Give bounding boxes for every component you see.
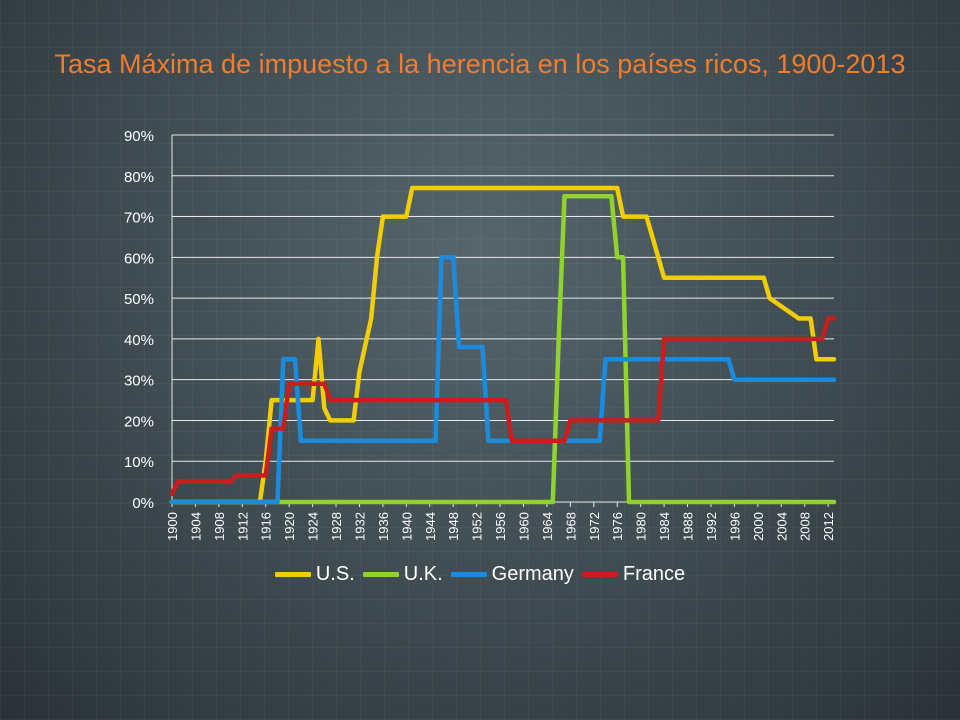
- legend-swatch: [274, 572, 311, 577]
- x-tick-label: 2000: [751, 512, 766, 541]
- x-tick-label: 1980: [634, 512, 649, 541]
- x-tick-label: 1916: [259, 512, 274, 541]
- x-tick-label: 1920: [282, 512, 297, 541]
- legend-swatch: [362, 572, 399, 577]
- series-line-germany: [169, 255, 837, 505]
- x-tick-label: 1924: [306, 512, 321, 541]
- y-tick-label: 80%: [124, 169, 154, 186]
- y-tick-label: 40%: [124, 332, 154, 349]
- x-tick-label: 1968: [563, 512, 578, 541]
- series-line-france: [169, 316, 837, 497]
- y-tick-label: 50%: [124, 291, 154, 308]
- x-tick-label: 1900: [165, 512, 180, 541]
- axes: [171, 135, 834, 507]
- x-tick-label: 1964: [540, 512, 555, 541]
- x-tick-label: 2008: [798, 512, 813, 541]
- legend-swatch: [450, 572, 487, 577]
- chart-legend: U.S. U.K. Germany France: [0, 563, 960, 586]
- chart-title: Tasa Máxima de impuesto a la herencia en…: [54, 49, 906, 79]
- series-lines: [169, 185, 837, 505]
- legend-swatch: [581, 572, 618, 577]
- x-tick-label: 1952: [470, 512, 485, 541]
- x-tick-label: 1944: [423, 512, 438, 541]
- x-tick-label: 1928: [329, 512, 344, 541]
- y-tick-labels: 0% 10% 20% 30% 40% 50% 60% 70% 80% 90%: [124, 128, 154, 512]
- y-tick-label: 70%: [124, 210, 154, 227]
- x-tick-label: 1956: [493, 512, 508, 541]
- x-tick-label: 1984: [657, 512, 672, 541]
- x-tick-label: 1960: [517, 512, 532, 541]
- series-line-u-s: [169, 185, 837, 505]
- x-tick-label: 1972: [587, 512, 602, 541]
- x-tick-label: 1912: [235, 512, 250, 541]
- x-tick-label: 2012: [821, 512, 836, 541]
- x-tick-label: 1936: [376, 512, 391, 541]
- x-tick-label: 1988: [681, 512, 696, 541]
- legend-label: Germany: [491, 563, 574, 585]
- legend-item: U.S.: [274, 563, 355, 586]
- y-tick-label: 0%: [132, 495, 154, 512]
- x-tick-label: 2004: [774, 512, 789, 541]
- legend-item: France: [581, 563, 686, 586]
- x-tick-label: 1948: [446, 512, 461, 541]
- x-tick-label: 1996: [727, 512, 742, 541]
- legend-label: U.K.: [403, 563, 443, 585]
- y-tick-label: 10%: [124, 454, 154, 471]
- y-tick-label: 20%: [124, 413, 154, 430]
- y-tick-label: 90%: [124, 128, 154, 145]
- x-tick-label: 1932: [352, 512, 367, 541]
- series-line-u-k: [169, 193, 837, 505]
- y-tick-label: 30%: [124, 373, 154, 390]
- legend-label: France: [622, 563, 686, 585]
- legend-item: U.K.: [362, 563, 443, 586]
- x-tick-label: 1992: [704, 512, 719, 541]
- x-tick-label: 1940: [399, 512, 414, 541]
- x-tick-label: 1976: [610, 512, 625, 541]
- y-tick-label: 60%: [124, 250, 154, 267]
- legend-label: U.S.: [315, 563, 355, 585]
- x-tick-labels: 1900 1904 1908 1912 1916 1920 1924 1928 1932 1936…: [165, 512, 836, 541]
- x-tick-label: 1904: [188, 512, 203, 541]
- legend-item: Germany: [450, 563, 574, 586]
- x-tick-label: 1908: [212, 512, 227, 541]
